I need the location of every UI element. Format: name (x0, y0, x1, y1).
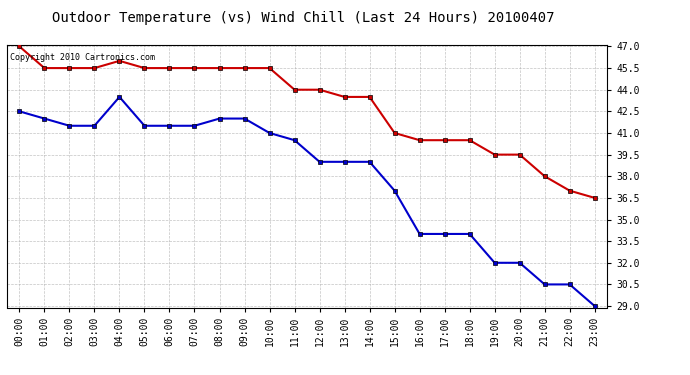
Text: Outdoor Temperature (vs) Wind Chill (Last 24 Hours) 20100407: Outdoor Temperature (vs) Wind Chill (Las… (52, 11, 555, 25)
Text: Copyright 2010 Cartronics.com: Copyright 2010 Cartronics.com (10, 53, 155, 62)
